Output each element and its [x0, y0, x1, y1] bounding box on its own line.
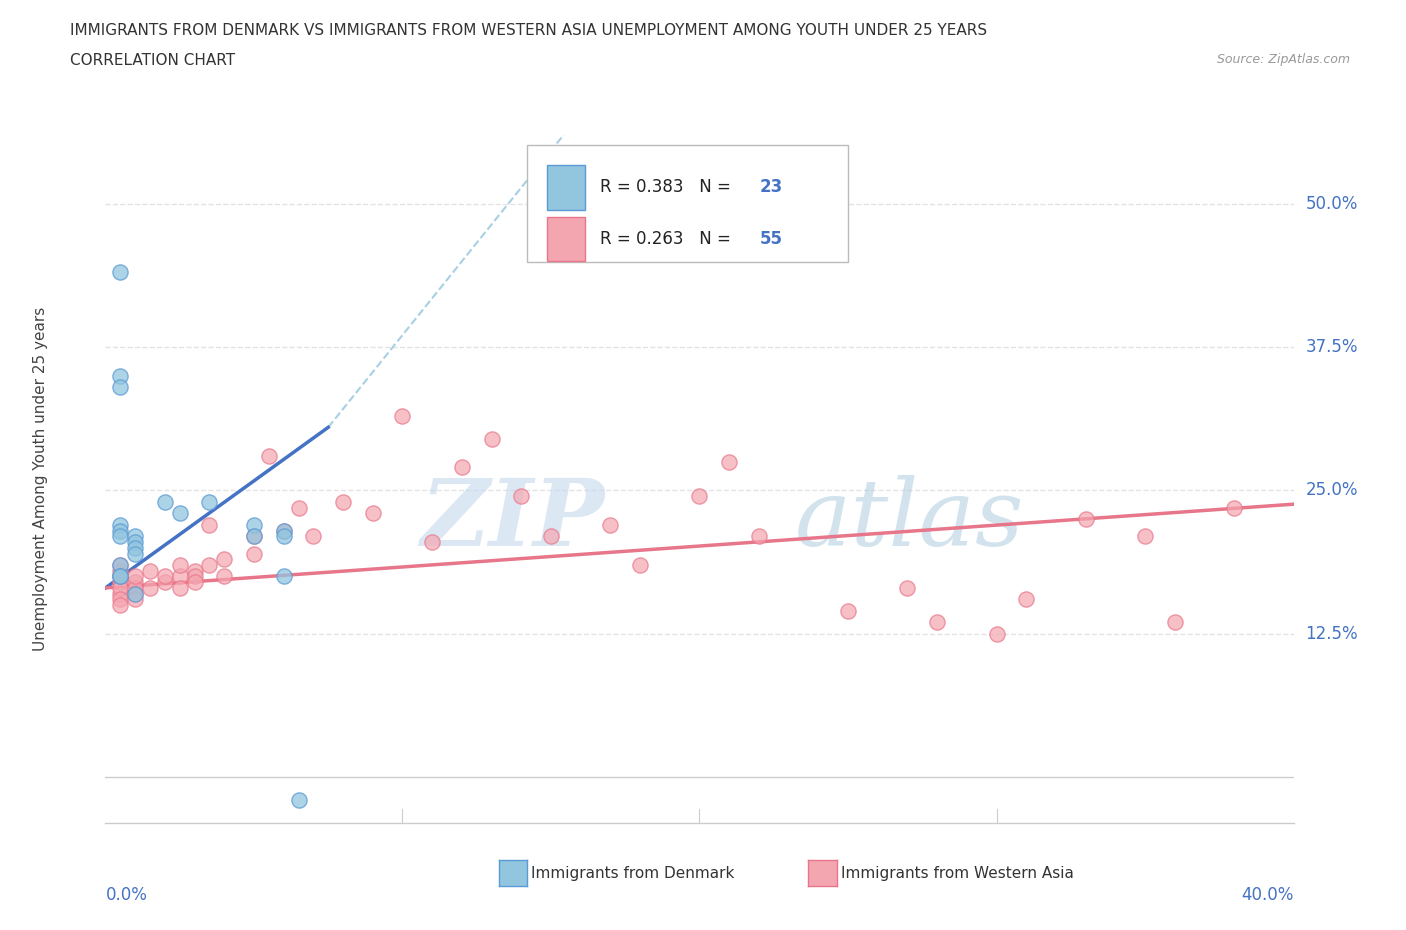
Point [896, 580, 918, 595]
Point [214, 551, 236, 566]
Point [110, 379, 132, 394]
Text: 50.0%: 50.0% [1305, 194, 1358, 213]
Text: Source: ZipAtlas.com: Source: ZipAtlas.com [1216, 53, 1350, 66]
Point [481, 432, 503, 446]
Point [110, 569, 132, 584]
Point [169, 506, 191, 521]
Point [1164, 615, 1187, 630]
Point [110, 569, 132, 584]
Point [1074, 512, 1097, 526]
Point [124, 586, 146, 601]
Point [198, 517, 221, 532]
Point [110, 523, 132, 538]
Point [287, 500, 309, 515]
Point [361, 506, 384, 521]
Point [124, 586, 146, 601]
Point [110, 598, 132, 613]
Point [183, 564, 205, 578]
Point [1223, 500, 1246, 515]
Text: 0.0%: 0.0% [105, 886, 148, 904]
Text: 40.0%: 40.0% [1241, 886, 1294, 904]
Point [124, 575, 146, 590]
Point [139, 580, 162, 595]
Point [124, 529, 146, 544]
Point [124, 546, 146, 561]
Text: ZIP: ZIP [420, 475, 605, 565]
Point [273, 523, 295, 538]
Point [1133, 529, 1156, 544]
Point [110, 586, 132, 601]
FancyBboxPatch shape [527, 145, 848, 262]
Point [124, 592, 146, 607]
Point [169, 580, 191, 595]
Text: 12.5%: 12.5% [1305, 625, 1358, 643]
Text: 37.5%: 37.5% [1305, 338, 1358, 356]
Text: IMMIGRANTS FROM DENMARK VS IMMIGRANTS FROM WESTERN ASIA UNEMPLOYMENT AMONG YOUTH: IMMIGRANTS FROM DENMARK VS IMMIGRANTS FR… [70, 23, 987, 38]
Point [927, 615, 949, 630]
Text: 55: 55 [761, 230, 783, 248]
Point [243, 517, 266, 532]
Text: Unemployment Among Youth under 25 years: Unemployment Among Youth under 25 years [32, 307, 48, 651]
Point [986, 627, 1008, 642]
Point [110, 558, 132, 573]
Text: R = 0.263   N =: R = 0.263 N = [600, 230, 735, 248]
Point [198, 558, 221, 573]
Point [139, 564, 162, 578]
Text: R = 0.383   N =: R = 0.383 N = [600, 179, 735, 196]
Point [153, 495, 176, 510]
Point [718, 455, 741, 470]
Point [450, 460, 472, 475]
Point [124, 540, 146, 555]
Point [420, 535, 443, 550]
Point [510, 489, 533, 504]
Point [391, 408, 413, 423]
Text: atlas: atlas [794, 475, 1024, 565]
Point [599, 517, 621, 532]
Point [124, 569, 146, 584]
Point [540, 529, 562, 544]
Point [689, 489, 711, 504]
Point [124, 580, 146, 595]
Point [273, 569, 295, 584]
Point [110, 368, 132, 383]
Point [110, 529, 132, 544]
Point [183, 569, 205, 584]
Text: 25.0%: 25.0% [1305, 482, 1358, 499]
Point [153, 575, 176, 590]
Point [302, 529, 325, 544]
Point [183, 575, 205, 590]
Point [110, 580, 132, 595]
Point [257, 448, 280, 463]
Point [110, 592, 132, 607]
Point [748, 529, 770, 544]
Point [110, 558, 132, 573]
Point [332, 495, 354, 510]
Text: Immigrants from Denmark: Immigrants from Denmark [531, 866, 735, 881]
Point [837, 604, 859, 618]
Point [287, 792, 309, 807]
Point [243, 529, 266, 544]
Point [1015, 592, 1038, 607]
Point [110, 265, 132, 280]
Point [169, 558, 191, 573]
Point [273, 529, 295, 544]
Point [273, 523, 295, 538]
FancyBboxPatch shape [547, 217, 585, 261]
Point [124, 535, 146, 550]
Point [153, 569, 176, 584]
Point [110, 575, 132, 590]
Point [110, 569, 132, 584]
Point [214, 569, 236, 584]
Point [110, 517, 132, 532]
Point [243, 546, 266, 561]
Text: CORRELATION CHART: CORRELATION CHART [70, 53, 235, 68]
Point [198, 495, 221, 510]
Point [169, 569, 191, 584]
Text: 23: 23 [761, 179, 783, 196]
Text: Immigrants from Western Asia: Immigrants from Western Asia [841, 866, 1074, 881]
Point [110, 564, 132, 578]
FancyBboxPatch shape [547, 165, 585, 209]
Point [628, 558, 651, 573]
Point [243, 529, 266, 544]
